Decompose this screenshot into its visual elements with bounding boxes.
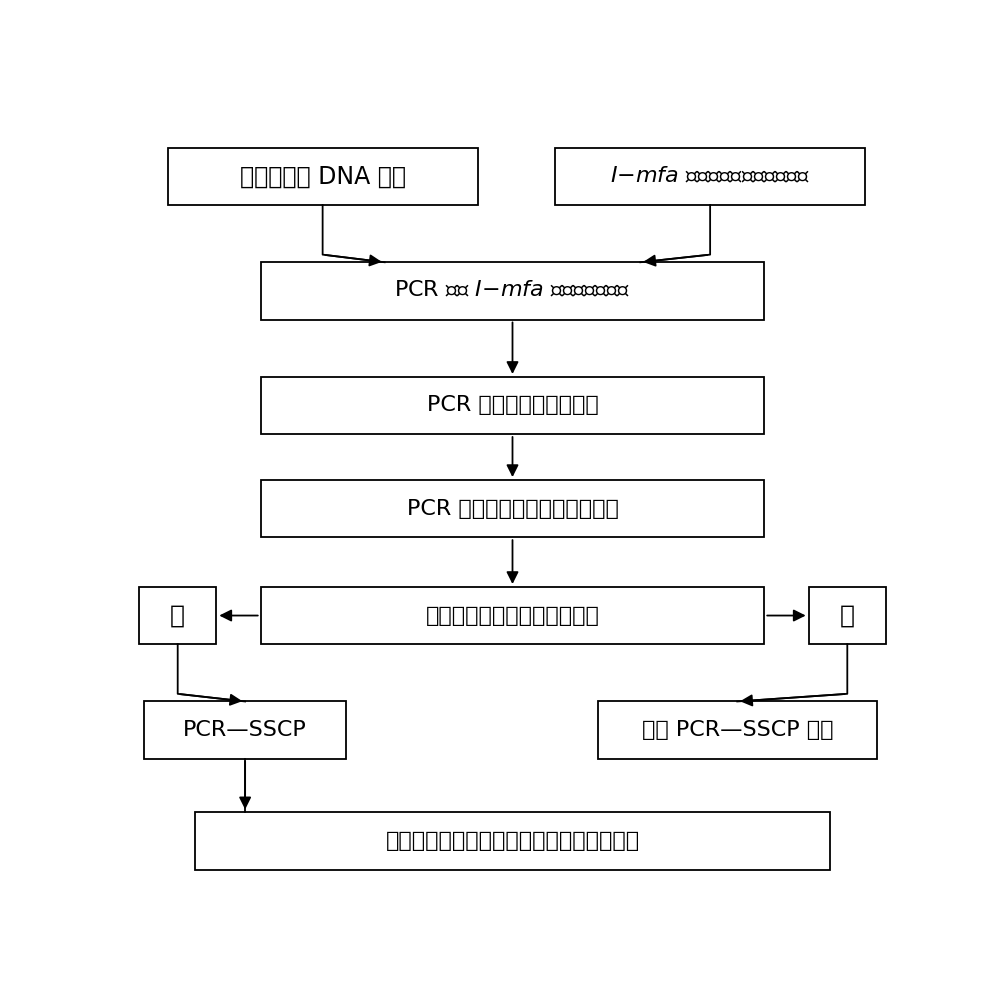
Bar xyxy=(261,262,764,319)
Text: $\it{I}$$\it{-}$$\it{mfa}$ 基因信息获取及引物设计: $\it{I}$$\it{-}$$\it{mfa}$ 基因信息获取及引物设计 xyxy=(610,167,810,186)
Bar xyxy=(261,480,764,538)
Text: 否: 否 xyxy=(840,603,855,628)
Bar xyxy=(144,701,346,759)
Text: 测序结果分析是否有突变位点: 测序结果分析是否有突变位点 xyxy=(426,605,599,626)
Text: PCR—SSCP: PCR—SSCP xyxy=(183,720,307,740)
Bar xyxy=(598,701,877,759)
Bar xyxy=(261,587,764,644)
Text: 性状关联分析以筛选出有用的分子标记位点: 性状关联分析以筛选出有用的分子标记位点 xyxy=(385,831,640,851)
Text: 不用 PCR—SSCP 检测: 不用 PCR—SSCP 检测 xyxy=(642,720,833,740)
Bar xyxy=(168,148,478,205)
Text: PCR 扩增产物琼脂糖检测: PCR 扩增产物琼脂糖检测 xyxy=(427,396,598,416)
Bar xyxy=(139,587,216,644)
Text: 样品收集及 DNA 提取: 样品收集及 DNA 提取 xyxy=(240,165,406,188)
Bar xyxy=(555,148,865,205)
Bar xyxy=(195,812,830,870)
Bar xyxy=(809,587,886,644)
Text: PCR 扩增产物混合，纯化及测序: PCR 扩增产物混合，纯化及测序 xyxy=(407,499,618,519)
Text: PCR 扩增 $\it{I}$$\it{-}$$\it{mfa}$ 基因特定的片段: PCR 扩增 $\it{I}$$\it{-}$$\it{mfa}$ 基因特定的片… xyxy=(394,281,631,301)
Text: 有: 有 xyxy=(170,603,185,628)
Bar xyxy=(261,377,764,434)
